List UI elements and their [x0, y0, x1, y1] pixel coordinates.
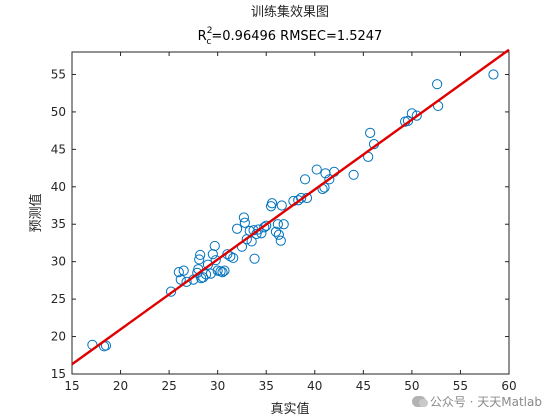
scatter-point — [296, 192, 307, 204]
axis-ticks: 15 20 25 30 35 40 45 50 55 60 15 20 25 30 35 40 45 50 55 — [51, 52, 517, 393]
scatter-point — [194, 254, 205, 265]
x-tick-label: 15 — [64, 379, 79, 393]
scatter-point — [210, 255, 221, 266]
x-axis-label: 真实值 — [270, 401, 309, 417]
scatter-point — [261, 220, 272, 231]
scatter-point — [432, 79, 443, 90]
scatter-point — [178, 265, 189, 276]
scatter-point — [406, 108, 417, 119]
x-tick-label: 55 — [453, 379, 468, 393]
chart-title-group: 训练集效果图 R2 c=0.96496 RMSEC=1.5247 — [198, 4, 383, 47]
scatter-point — [275, 235, 286, 246]
chart-title: 训练集效果图 — [251, 4, 329, 20]
scatter-point — [222, 249, 233, 260]
scatter-point — [272, 219, 283, 230]
y-tick-label: 50 — [51, 105, 66, 119]
scatter-point — [209, 240, 220, 252]
subtitle-stats: =0.96496 RMSEC=1.5247 — [211, 29, 382, 44]
scatter-point — [278, 219, 289, 230]
x-tick-label: 45 — [356, 379, 371, 393]
r-base: R — [198, 29, 207, 44]
y-axis-label: 预测值 — [28, 193, 44, 232]
x-tick-label: 60 — [501, 379, 516, 393]
scatter-point — [488, 69, 499, 80]
y-tick-label: 30 — [51, 255, 66, 269]
wechat-icon — [411, 396, 428, 407]
scatter-point — [246, 236, 257, 247]
scatter-point — [311, 164, 322, 175]
scatter-point — [231, 223, 243, 234]
scatter-point — [195, 249, 206, 261]
scatter-point — [259, 222, 270, 233]
plot-area — [71, 51, 510, 375]
scatter-point — [266, 198, 278, 209]
scatter-point — [200, 269, 212, 280]
x-tick-label: 40 — [307, 379, 322, 393]
scatter-point — [207, 249, 218, 260]
scatter-point — [202, 259, 214, 270]
scatter-point — [276, 200, 287, 211]
scatter-point — [175, 274, 186, 285]
r-superscript: 2 — [207, 26, 213, 36]
scatter-point — [273, 229, 284, 240]
scatter-point — [219, 265, 230, 276]
scatter-point — [165, 286, 177, 297]
x-tick-label: 25 — [161, 379, 176, 393]
scatter-point — [173, 267, 184, 278]
r-subscript: c — [206, 37, 211, 47]
scatter-point — [228, 252, 239, 264]
y-tick-label: 20 — [51, 330, 66, 344]
scatter-point — [411, 110, 422, 121]
x-tick-label: 35 — [259, 379, 274, 393]
scatter-point — [348, 169, 359, 180]
scatter-point — [205, 268, 216, 279]
scatter-point — [299, 174, 311, 185]
watermark: 公众号 · 天天Matlab — [411, 393, 542, 410]
scatter-point — [225, 251, 236, 262]
y-tick-label: 40 — [51, 180, 66, 194]
scatter-point — [181, 276, 192, 287]
y-tick-label: 55 — [51, 67, 66, 81]
y-tick-label: 25 — [51, 292, 66, 306]
x-tick-label: 20 — [113, 379, 128, 393]
scatter-point — [217, 267, 228, 278]
fit-line — [71, 48, 510, 366]
y-tick-label: 35 — [51, 217, 66, 231]
x-tick-label: 50 — [404, 379, 419, 393]
x-tick-label: 30 — [210, 379, 225, 393]
scatter-point — [324, 174, 335, 185]
scatter-point — [238, 212, 249, 223]
scatter-point — [239, 217, 250, 228]
scatter-point — [249, 253, 260, 264]
watermark-text: 公众号 · 天天Matlab — [429, 395, 542, 409]
chart-subtitle: R2 c=0.96496 RMSEC=1.5247 — [198, 26, 383, 47]
y-tick-label: 15 — [51, 367, 66, 381]
scatter-point — [365, 127, 376, 138]
scatter-point — [270, 226, 282, 237]
y-tick-label: 45 — [51, 142, 66, 156]
